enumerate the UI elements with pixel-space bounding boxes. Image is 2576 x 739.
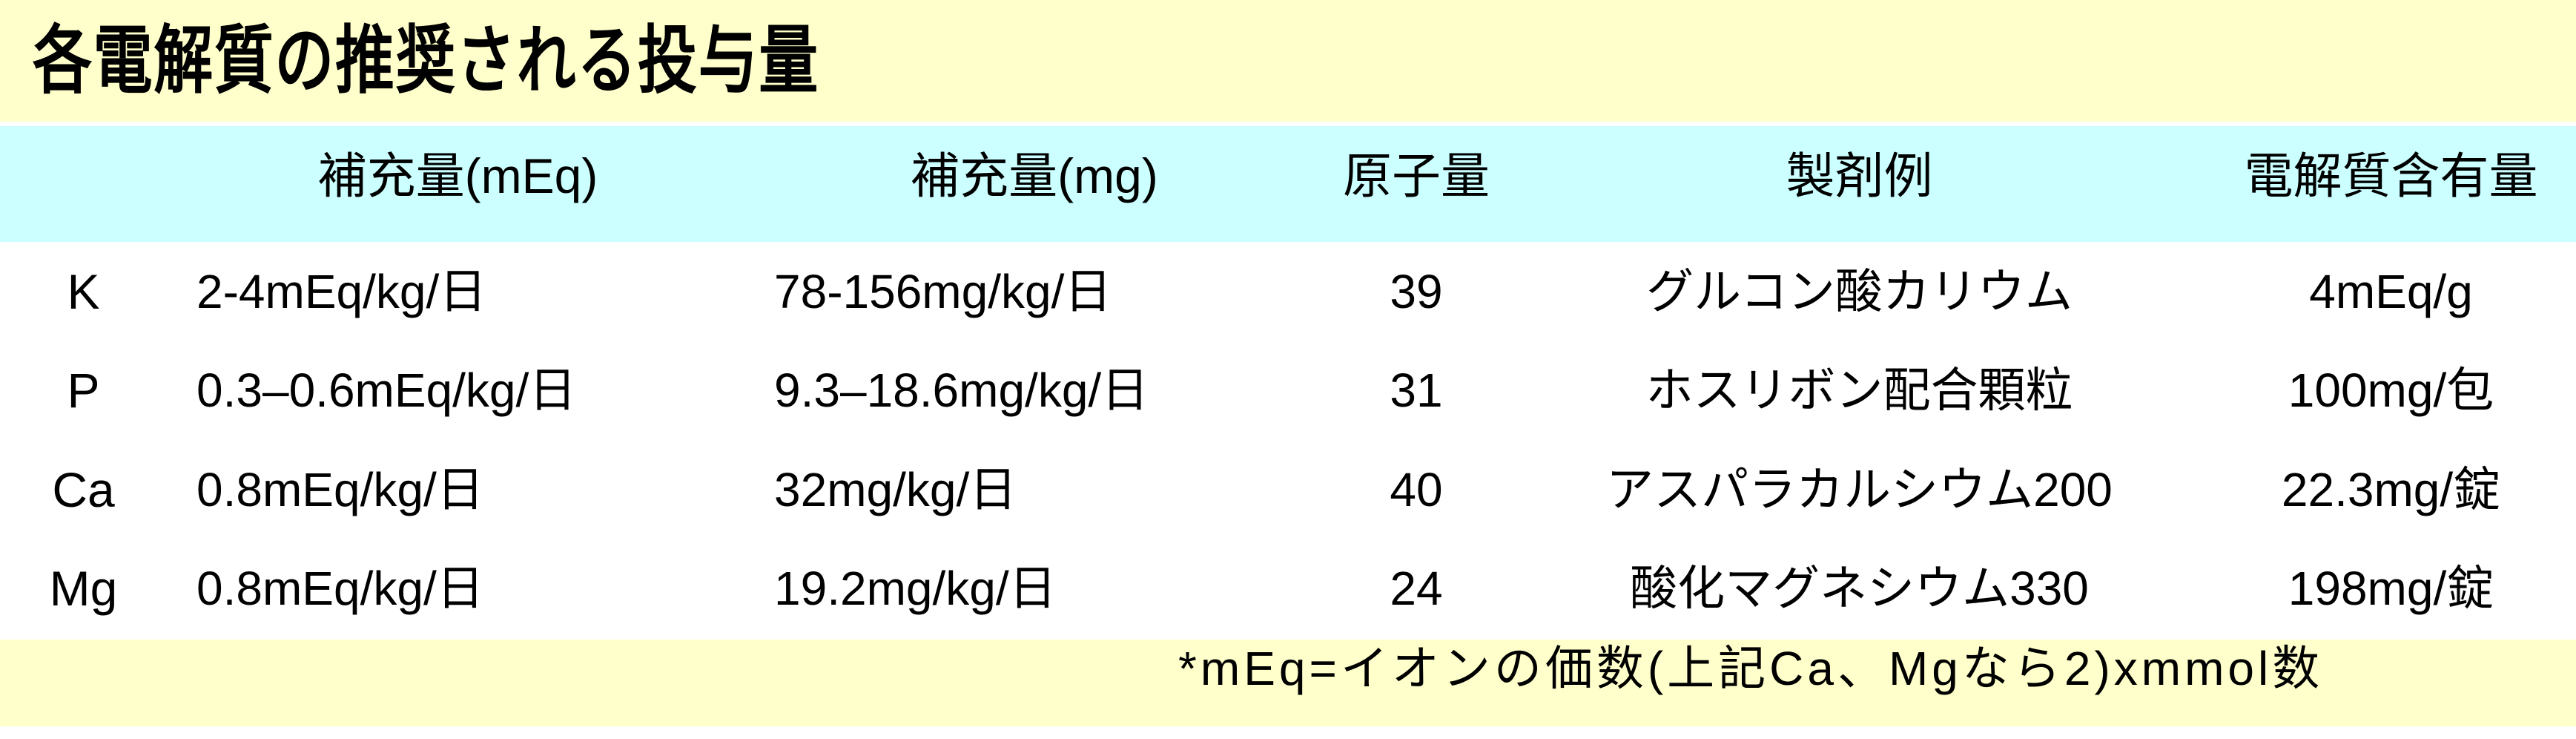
cell-mg: 78-156mg/kg/日	[774, 264, 1112, 318]
cell-mg: 32mg/kg/日	[774, 462, 1017, 516]
header-product: 製剤例	[1786, 148, 1933, 203]
page-title: 各電解質の推奨される投与量	[33, 19, 819, 102]
header-content: 電解質含有量	[2244, 148, 2538, 203]
cell-mg: 19.2mg/kg/日	[774, 562, 1057, 616]
cell-atomic-weight: 31	[1390, 364, 1443, 418]
header-atomic-weight: 原子量	[1343, 148, 1490, 203]
cell-content: 198mg/錠	[2288, 562, 2494, 616]
cell-mg: 9.3–18.6mg/kg/日	[774, 364, 1149, 418]
footnote: *mEq=イオンの価数(上記Ca、Mgなら2)xmmol数	[1178, 642, 2324, 695]
header-element	[0, 126, 167, 242]
table-row: Ca 0.8mEq/kg/日 32mg/kg/日 40 アスパラカルシウム200…	[0, 440, 2576, 539]
table-body: K 2-4mEq/kg/日 78-156mg/kg/日 39 グルコン酸カリウム…	[0, 242, 2576, 638]
footnote-bar: *mEq=イオンの価数(上記Ca、Mgなら2)xmmol数	[0, 640, 2576, 739]
header-meq: 補充量(mEq)	[317, 148, 598, 203]
table-header-row: 補充量(mEq) 補充量(mg) 原子量 製剤例 電解質含有量	[0, 126, 2576, 242]
cell-product: 酸化マグネシウム330	[1630, 562, 2089, 616]
cell-element: Ca	[52, 462, 115, 517]
cell-meq: 0.8mEq/kg/日	[196, 462, 484, 516]
cell-meq: 0.8mEq/kg/日	[196, 562, 484, 616]
cell-content: 22.3mg/錠	[2281, 462, 2501, 516]
cell-element: P	[67, 363, 100, 418]
cell-product: ホスリボン配合顆粒	[1645, 364, 2073, 418]
cell-atomic-weight: 39	[1390, 264, 1443, 318]
table-row: K 2-4mEq/kg/日 78-156mg/kg/日 39 グルコン酸カリウム…	[0, 242, 2576, 341]
header-mg: 補充量(mg)	[911, 148, 1158, 203]
cell-content: 100mg/包	[2288, 364, 2494, 418]
table-row: P 0.3–0.6mEq/kg/日 9.3–18.6mg/kg/日 31 ホスリ…	[0, 341, 2576, 440]
cell-meq: 2-4mEq/kg/日	[196, 264, 487, 318]
cell-atomic-weight: 24	[1390, 562, 1443, 616]
cell-element: Mg	[49, 561, 118, 617]
cell-atomic-weight: 40	[1390, 462, 1443, 516]
cell-product: グルコン酸カリウム	[1646, 264, 2073, 318]
table-row: Mg 0.8mEq/kg/日 19.2mg/kg/日 24 酸化マグネシウム33…	[0, 539, 2576, 638]
title-bar: 各電解質の推奨される投与量	[0, 0, 2576, 122]
cell-meq: 0.3–0.6mEq/kg/日	[196, 364, 577, 418]
cell-content: 4mEq/g	[2309, 264, 2473, 318]
cell-product: アスパラカルシウム200	[1606, 462, 2113, 516]
cell-element: K	[67, 263, 100, 319]
footer-notch	[0, 726, 1320, 739]
